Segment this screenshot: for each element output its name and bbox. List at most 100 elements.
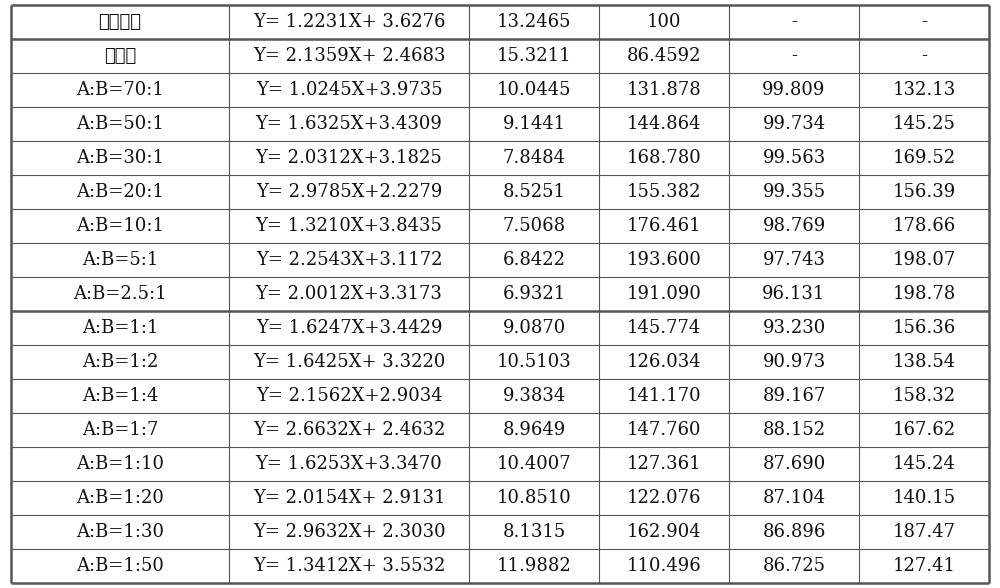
Text: 9.1441: 9.1441: [502, 115, 566, 133]
Text: 191.090: 191.090: [627, 285, 701, 303]
Text: 87.104: 87.104: [762, 489, 826, 507]
Text: A:B=1:10: A:B=1:10: [76, 455, 164, 473]
Text: A:B=10:1: A:B=10:1: [76, 217, 164, 235]
Text: 156.36: 156.36: [892, 319, 956, 337]
Text: Y= 1.6425X+ 3.3220: Y= 1.6425X+ 3.3220: [253, 353, 445, 371]
Text: 168.780: 168.780: [627, 149, 701, 167]
Text: A:B=1:20: A:B=1:20: [76, 489, 164, 507]
Text: 99.734: 99.734: [762, 115, 826, 133]
Text: 97.743: 97.743: [763, 251, 826, 269]
Text: 100: 100: [647, 13, 681, 31]
Text: Y= 1.3412X+ 3.5532: Y= 1.3412X+ 3.5532: [253, 557, 445, 575]
Text: 87.690: 87.690: [762, 455, 826, 473]
Text: A:B=1:1: A:B=1:1: [82, 319, 158, 337]
Text: Y= 2.1359X+ 2.4683: Y= 2.1359X+ 2.4683: [253, 47, 445, 65]
Text: 178.66: 178.66: [892, 217, 956, 235]
Text: 162.904: 162.904: [627, 523, 701, 541]
Text: 155.382: 155.382: [627, 183, 701, 201]
Text: 131.878: 131.878: [627, 81, 701, 99]
Text: Y= 2.0012X+3.3173: Y= 2.0012X+3.3173: [256, 285, 442, 303]
Text: A:B=70:1: A:B=70:1: [76, 81, 164, 99]
Text: A:B=1:7: A:B=1:7: [82, 421, 158, 439]
Text: A:B=1:50: A:B=1:50: [76, 557, 164, 575]
Text: -: -: [791, 47, 797, 65]
Text: 88.152: 88.152: [762, 421, 826, 439]
Text: 110.496: 110.496: [627, 557, 701, 575]
Text: Y= 1.6325X+3.4309: Y= 1.6325X+3.4309: [256, 115, 442, 133]
Text: 89.167: 89.167: [762, 387, 826, 405]
Text: Y= 2.0312X+3.1825: Y= 2.0312X+3.1825: [256, 149, 442, 167]
Text: 6.9321: 6.9321: [502, 285, 566, 303]
Text: Y= 1.6247X+3.4429: Y= 1.6247X+3.4429: [256, 319, 442, 337]
Text: 126.034: 126.034: [627, 353, 701, 371]
Text: Y= 2.1562X+2.9034: Y= 2.1562X+2.9034: [256, 387, 442, 405]
Text: Y= 2.2543X+3.1172: Y= 2.2543X+3.1172: [256, 251, 442, 269]
Text: 10.8510: 10.8510: [497, 489, 571, 507]
Text: A:B=1:2: A:B=1:2: [82, 353, 158, 371]
Text: 9.3834: 9.3834: [502, 387, 566, 405]
Text: 10.0445: 10.0445: [497, 81, 571, 99]
Text: 10.5103: 10.5103: [497, 353, 571, 371]
Text: 145.24: 145.24: [893, 455, 955, 473]
Text: 140.15: 140.15: [892, 489, 956, 507]
Text: 8.9649: 8.9649: [502, 421, 566, 439]
Text: 147.760: 147.760: [627, 421, 701, 439]
Text: 138.54: 138.54: [892, 353, 956, 371]
Text: 127.41: 127.41: [893, 557, 956, 575]
Text: 96.131: 96.131: [762, 285, 826, 303]
Text: 176.461: 176.461: [627, 217, 701, 235]
Text: 99.563: 99.563: [762, 149, 826, 167]
Text: 15.3211: 15.3211: [497, 47, 571, 65]
Text: 8.1315: 8.1315: [502, 523, 566, 541]
Text: 肏菌酯: 肏菌酯: [104, 47, 136, 65]
Text: 10.4007: 10.4007: [497, 455, 571, 473]
Text: -: -: [921, 13, 927, 31]
Text: 86.896: 86.896: [762, 523, 826, 541]
Text: -: -: [921, 47, 927, 65]
Text: 198.78: 198.78: [892, 285, 956, 303]
Text: 169.52: 169.52: [892, 149, 956, 167]
Text: 156.39: 156.39: [892, 183, 956, 201]
Text: A:B=1:30: A:B=1:30: [76, 523, 164, 541]
Text: 145.25: 145.25: [893, 115, 955, 133]
Text: A:B=20:1: A:B=20:1: [76, 183, 164, 201]
Text: A:B=5:1: A:B=5:1: [82, 251, 158, 269]
Text: 98.769: 98.769: [762, 217, 826, 235]
Text: 122.076: 122.076: [627, 489, 701, 507]
Text: 145.774: 145.774: [627, 319, 701, 337]
Text: 198.07: 198.07: [892, 251, 956, 269]
Text: 氟嗧菌酯: 氟嗧菌酯: [98, 13, 142, 31]
Text: 6.8422: 6.8422: [503, 251, 566, 269]
Text: Y= 1.6253X+3.3470: Y= 1.6253X+3.3470: [256, 455, 442, 473]
Text: 7.5068: 7.5068: [502, 217, 566, 235]
Text: A:B=1:4: A:B=1:4: [82, 387, 158, 405]
Text: Y= 1.0245X+3.9735: Y= 1.0245X+3.9735: [256, 81, 442, 99]
Text: 132.13: 132.13: [892, 81, 956, 99]
Text: -: -: [791, 13, 797, 31]
Text: 86.4592: 86.4592: [627, 47, 701, 65]
Text: 90.973: 90.973: [762, 353, 826, 371]
Text: A:B=50:1: A:B=50:1: [76, 115, 164, 133]
Text: 187.47: 187.47: [893, 523, 956, 541]
Text: 7.8484: 7.8484: [503, 149, 566, 167]
Text: 99.355: 99.355: [762, 183, 826, 201]
Text: 167.62: 167.62: [892, 421, 956, 439]
Text: A:B=30:1: A:B=30:1: [76, 149, 164, 167]
Text: 127.361: 127.361: [627, 455, 701, 473]
Text: Y= 2.0154X+ 2.9131: Y= 2.0154X+ 2.9131: [253, 489, 445, 507]
Text: A:B=2.5:1: A:B=2.5:1: [73, 285, 167, 303]
Text: 13.2465: 13.2465: [497, 13, 571, 31]
Text: 141.170: 141.170: [627, 387, 701, 405]
Text: 86.725: 86.725: [763, 557, 826, 575]
Text: 158.32: 158.32: [892, 387, 956, 405]
Text: 144.864: 144.864: [627, 115, 701, 133]
Text: 8.5251: 8.5251: [503, 183, 566, 201]
Text: 193.600: 193.600: [627, 251, 701, 269]
Text: 11.9882: 11.9882: [497, 557, 571, 575]
Text: Y= 2.9785X+2.2279: Y= 2.9785X+2.2279: [256, 183, 442, 201]
Text: 9.0870: 9.0870: [502, 319, 566, 337]
Text: Y= 1.2231X+ 3.6276: Y= 1.2231X+ 3.6276: [253, 13, 445, 31]
Text: Y= 1.3210X+3.8435: Y= 1.3210X+3.8435: [256, 217, 442, 235]
Text: Y= 2.6632X+ 2.4632: Y= 2.6632X+ 2.4632: [253, 421, 445, 439]
Text: 99.809: 99.809: [762, 81, 826, 99]
